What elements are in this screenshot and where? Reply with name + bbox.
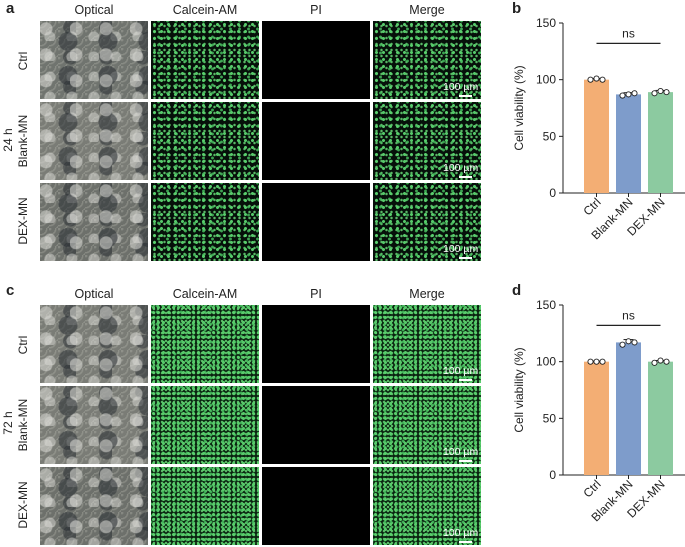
- data-point: [625, 338, 632, 345]
- data-point: [593, 358, 600, 365]
- micrograph-optical-ctrl-72h: [40, 305, 148, 383]
- column-header-optical: Optical: [74, 287, 114, 301]
- micrograph-merge-ctrl-72h: [373, 305, 481, 383]
- y-tick-label: 100: [536, 355, 556, 369]
- data-point: [599, 358, 606, 365]
- bar-blank-mn: [616, 342, 641, 475]
- row-label-dex-mn: DEX-MN: [16, 197, 30, 245]
- micrograph-merge-blank-24h: [373, 102, 481, 180]
- data-point: [631, 339, 638, 346]
- micrograph-calcein-blank-24h: [151, 102, 259, 180]
- scalebar-label: 100 µm: [443, 527, 479, 539]
- micrograph-calcein-blank-72h: [151, 386, 259, 464]
- row-label-blank-mn: Blank-MN: [16, 398, 30, 452]
- data-point: [657, 87, 664, 95]
- scalebar-line: [459, 95, 472, 97]
- micrograph-pi-dex-72h: [262, 467, 370, 545]
- bar-ctrl: [584, 79, 609, 193]
- micrograph-pi-ctrl-24h: [262, 21, 370, 99]
- time-label-24h: 24 h: [1, 128, 15, 152]
- row-label-ctrl: Ctrl: [16, 51, 30, 71]
- data-point: [631, 90, 638, 97]
- bar-blank-mn: [616, 94, 641, 193]
- scalebar-label: 100 µm: [443, 446, 479, 458]
- scalebar-line: [459, 176, 472, 178]
- y-tick-label: 150: [536, 298, 556, 312]
- scalebar-label: 100 µm: [443, 81, 479, 93]
- data-point: [663, 89, 670, 96]
- row-label-blank-mn: Blank-MN: [16, 114, 30, 168]
- micrograph-calcein-dex-24h: [151, 183, 259, 261]
- data-point: [587, 358, 594, 365]
- micrograph-pi-blank-72h: [262, 386, 370, 464]
- scalebar-line: [459, 257, 472, 259]
- micrograph-pi-dex-24h: [262, 183, 370, 261]
- y-tick-label: 50: [543, 129, 557, 143]
- panel-letter-b: b: [512, 0, 522, 17]
- row-label-ctrl: Ctrl: [16, 335, 30, 355]
- data-point: [663, 358, 670, 365]
- micrograph-merge-dex-24h: [373, 183, 481, 261]
- y-tick-label: 0: [549, 468, 556, 482]
- micrograph-merge-blank-72h: [373, 386, 481, 464]
- y-tick-label: 50: [543, 411, 557, 425]
- bar-dex-mn: [648, 361, 673, 475]
- column-header-calcein: Calcein-AM: [172, 3, 238, 17]
- row-label-dex-mn: DEX-MN: [16, 481, 30, 529]
- panel-letter-c: c: [6, 282, 15, 299]
- data-point: [651, 90, 658, 97]
- micrograph-pi-blank-24h: [262, 102, 370, 180]
- data-point: [657, 357, 664, 364]
- micrograph-merge-dex-72h: [373, 467, 481, 545]
- micrograph-calcein-dex-72h: [151, 467, 259, 545]
- micrograph-calcein-ctrl-24h: [151, 21, 259, 99]
- bar-dex-mn: [648, 92, 673, 193]
- micrograph-merge-ctrl-24h: [373, 21, 481, 99]
- y-tick-label: 0: [549, 186, 556, 200]
- micrograph-optical-blank-24h: [40, 102, 148, 180]
- data-point: [619, 341, 626, 348]
- bar-ctrl: [584, 361, 609, 475]
- column-header-merge: Merge: [409, 3, 445, 17]
- scalebar-label: 100 µm: [443, 365, 479, 377]
- significance-label: ns: [622, 308, 635, 322]
- data-point: [599, 76, 606, 83]
- data-point: [619, 92, 626, 99]
- scalebar-line: [459, 541, 472, 543]
- y-tick-label: 150: [536, 16, 556, 30]
- y-axis-label: Cell viability (%): [512, 65, 526, 150]
- scalebar-label: 100 µm: [443, 243, 479, 255]
- micrograph-optical-blank-72h: [40, 386, 148, 464]
- scalebar-line: [459, 460, 472, 462]
- data-point: [651, 359, 658, 366]
- micrograph-optical-dex-72h: [40, 467, 148, 545]
- x-tick-label: Ctrl: [581, 195, 604, 218]
- column-header-pi: PI: [310, 287, 322, 301]
- micrograph-optical-ctrl-24h: [40, 21, 148, 99]
- data-point: [593, 75, 600, 82]
- time-label-72h: 72 h: [1, 411, 15, 435]
- y-axis-label: Cell viability (%): [512, 347, 526, 432]
- panel-letter-d: d: [512, 282, 522, 299]
- x-tick-label: Ctrl: [581, 477, 604, 500]
- column-header-optical: Optical: [74, 3, 114, 17]
- panel-letter-a: a: [6, 0, 15, 17]
- scalebar-line: [459, 379, 472, 381]
- column-header-pi: PI: [310, 3, 322, 17]
- significance-label: ns: [622, 26, 635, 40]
- y-tick-label: 100: [536, 73, 556, 87]
- scalebar-label: 100 µm: [443, 162, 479, 174]
- data-point: [625, 91, 632, 98]
- column-header-calcein: Calcein-AM: [172, 287, 238, 301]
- column-header-merge: Merge: [409, 287, 445, 301]
- micrograph-pi-ctrl-72h: [262, 305, 370, 383]
- micrograph-calcein-ctrl-72h: [151, 305, 259, 383]
- data-point: [587, 76, 594, 83]
- micrograph-optical-dex-24h: [40, 183, 148, 261]
